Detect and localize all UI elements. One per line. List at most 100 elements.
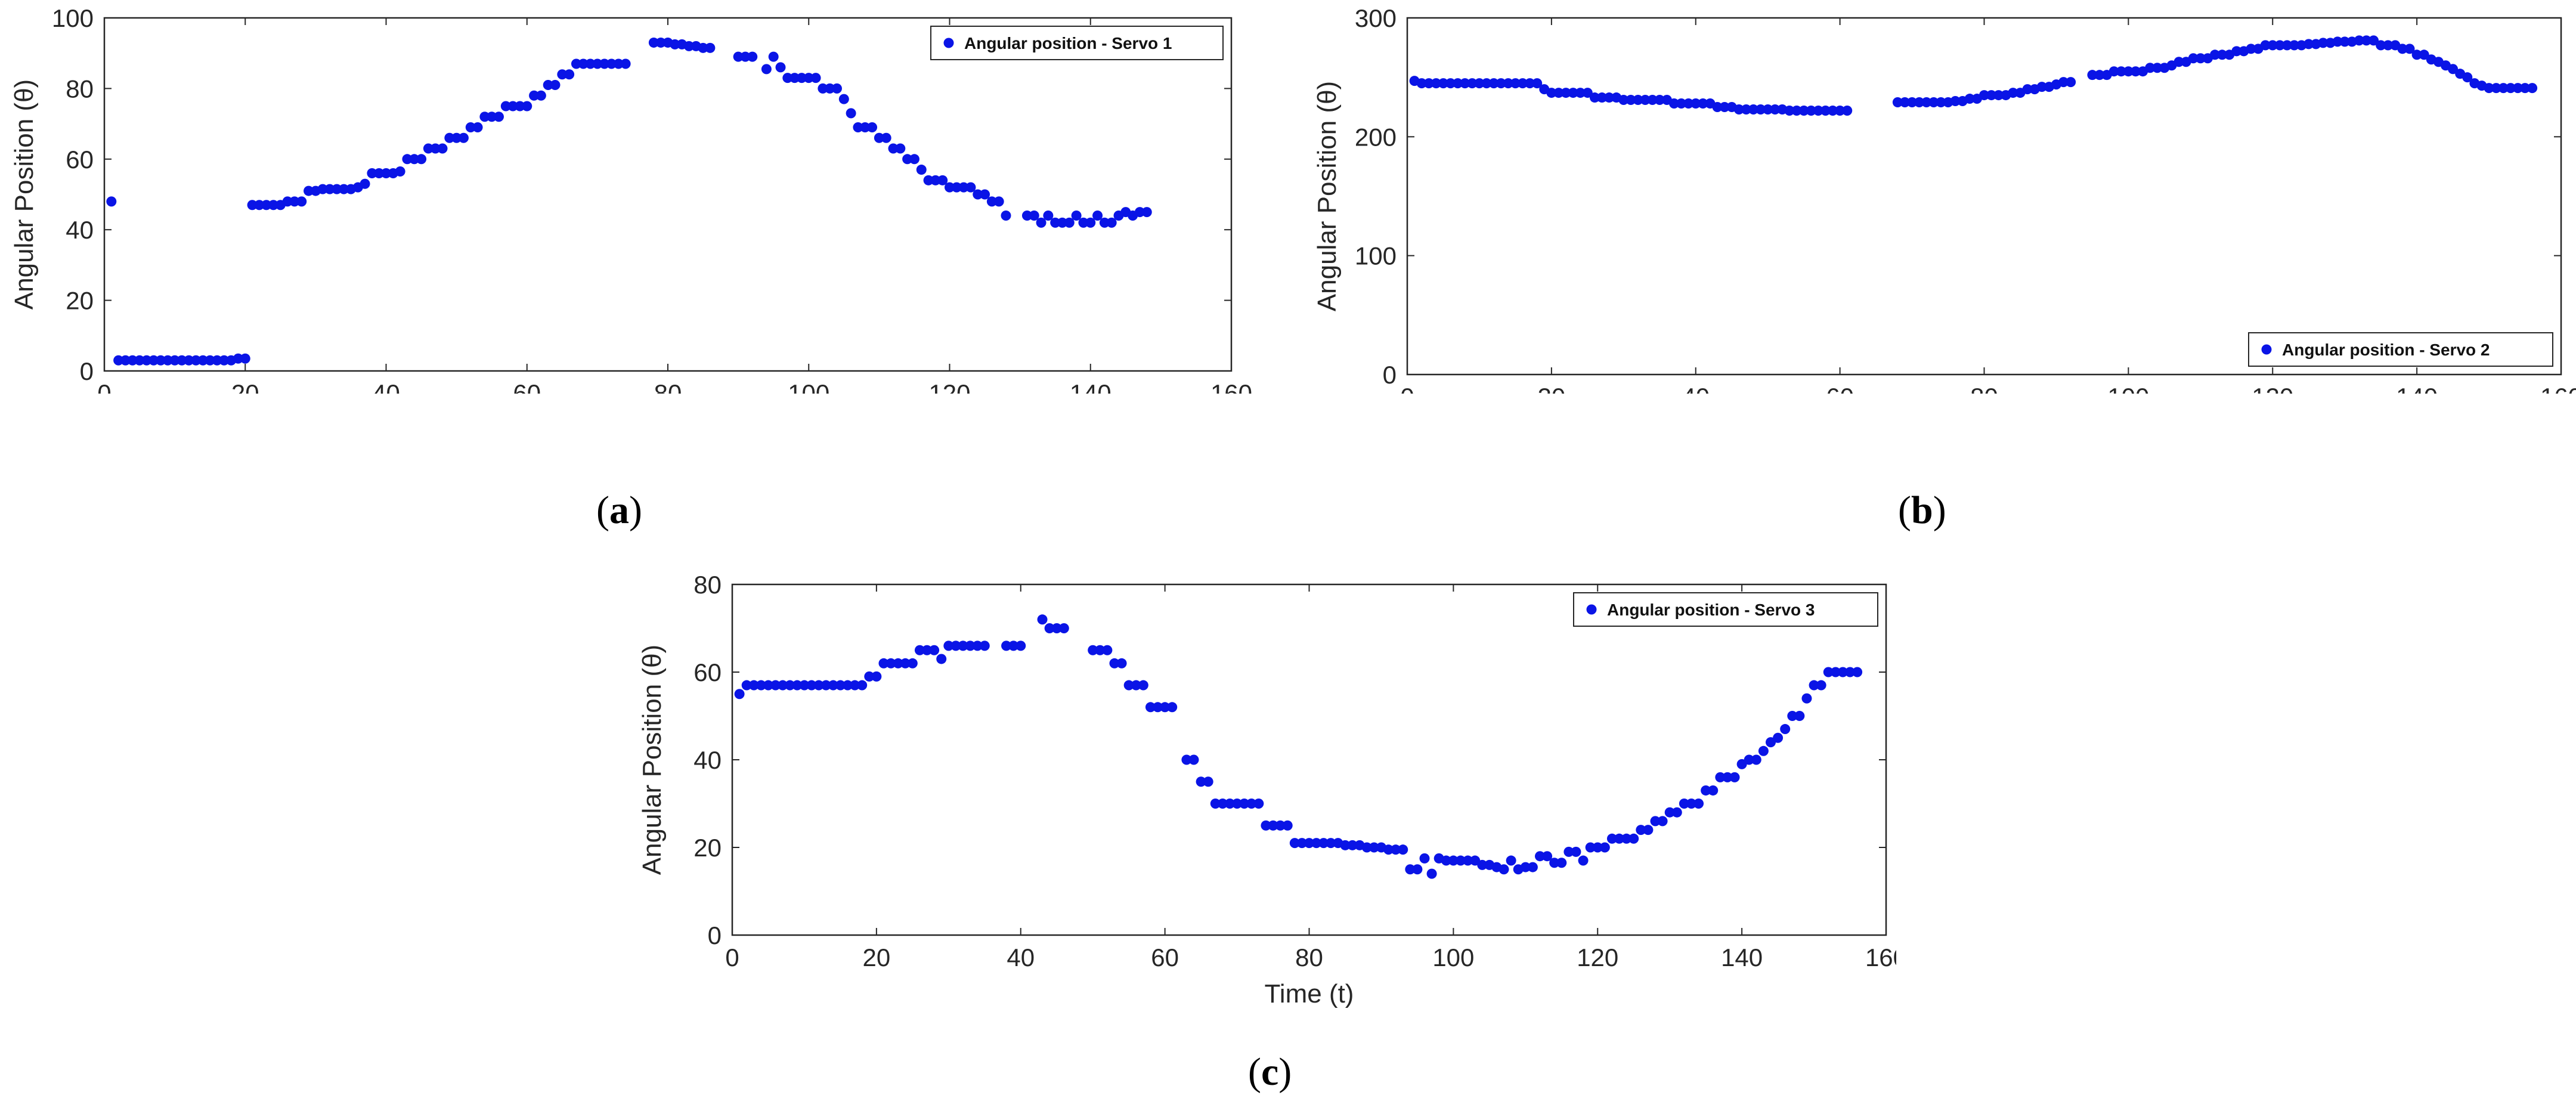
data-point [169, 355, 180, 366]
legend: Angular position - Servo 1 [930, 26, 1224, 60]
data-points [1409, 35, 2538, 116]
data-point [535, 90, 546, 101]
y-tick-label: 300 [1355, 4, 1397, 32]
data-point [2130, 66, 2141, 77]
data-point [162, 355, 173, 366]
data-point [2332, 36, 2343, 47]
data-point [2058, 77, 2069, 88]
data-point [2339, 36, 2350, 47]
data-point [810, 73, 821, 83]
data-point [1527, 862, 1538, 872]
data-point [655, 37, 666, 48]
data-point [1813, 105, 1823, 116]
x-tick-label: 60 [513, 379, 541, 394]
data-point [1085, 217, 1096, 228]
data-point [1477, 859, 1488, 870]
data-point [874, 132, 884, 143]
data-point [2022, 84, 2033, 95]
x-tick-label: 100 [1432, 943, 1474, 971]
legend-marker [943, 38, 954, 48]
y-tick-label: 0 [708, 921, 722, 949]
data-point [1950, 96, 1961, 107]
data-point [1015, 640, 1026, 651]
data-point [1693, 799, 1704, 809]
x-tick-label: 120 [928, 379, 970, 394]
data-point [1340, 840, 1351, 850]
legend-marker [2261, 344, 2272, 355]
data-point [733, 51, 744, 62]
data-point [1741, 104, 1751, 115]
data-point [1405, 864, 1416, 875]
data-point [785, 680, 795, 691]
data-point [522, 101, 532, 112]
data-point [1628, 833, 1639, 844]
data-point [980, 189, 990, 200]
data-point [1099, 217, 1110, 228]
y-tick-label: 60 [693, 658, 722, 686]
data-point [1979, 90, 1989, 101]
data-point [916, 165, 927, 175]
data-point [2094, 70, 2105, 81]
data-point [1729, 772, 1740, 782]
x-tick-label: 80 [1295, 943, 1323, 971]
data-point [1239, 799, 1250, 809]
data-point [1626, 95, 1636, 106]
data-point [979, 640, 990, 651]
data-point [1546, 88, 1557, 98]
data-point [1416, 78, 1427, 89]
data-point [1791, 105, 1802, 116]
data-point [2404, 44, 2415, 54]
x-tick-label: 140 [1070, 379, 1111, 394]
data-point [1474, 78, 1485, 89]
data-point [1964, 94, 1975, 104]
data-point [2383, 40, 2394, 51]
data-point [740, 51, 751, 62]
data-point [763, 680, 773, 691]
data-point [1217, 799, 1228, 809]
data-point [818, 83, 828, 94]
data-point [2527, 83, 2538, 94]
data-point [1275, 820, 1286, 831]
data-point [2491, 83, 2501, 94]
data-point [324, 184, 335, 194]
legend-box [2248, 332, 2553, 367]
data-point [1210, 799, 1221, 809]
data-point [1050, 217, 1061, 228]
data-point [1921, 97, 1932, 108]
data-point [1563, 846, 1574, 857]
data-point [1095, 645, 1106, 655]
data-point [451, 132, 462, 143]
legend-label: Angular position - Servo 2 [2282, 341, 2490, 359]
data-point [2419, 49, 2429, 60]
legend-box [1573, 592, 1878, 627]
data-point [1232, 799, 1243, 809]
data-point [936, 654, 947, 664]
y-tick-label: 0 [1383, 361, 1397, 389]
data-point [1347, 840, 1358, 850]
data-point [2512, 83, 2523, 94]
data-point [1852, 667, 1863, 677]
data-point [2109, 66, 2119, 77]
data-point [2087, 70, 2098, 81]
data-point [472, 122, 483, 133]
data-point [282, 196, 293, 207]
data-point [402, 154, 413, 165]
data-point [1481, 78, 1492, 89]
data-point [494, 112, 504, 122]
data-point [381, 168, 391, 178]
data-point [1036, 217, 1046, 228]
data-point [1936, 97, 1946, 108]
data-point [317, 184, 328, 194]
data-point [409, 154, 420, 165]
data-point [1145, 702, 1156, 713]
data-point [1510, 78, 1521, 89]
data-points [106, 37, 1152, 366]
data-point [1261, 820, 1271, 831]
data-point [972, 640, 983, 651]
data-point [1304, 838, 1314, 849]
data-point [1071, 211, 1082, 221]
data-point [943, 640, 954, 651]
data-point [304, 185, 314, 196]
data-point [1051, 623, 1062, 633]
legend-label: Angular position - Servo 3 [1607, 601, 1815, 619]
